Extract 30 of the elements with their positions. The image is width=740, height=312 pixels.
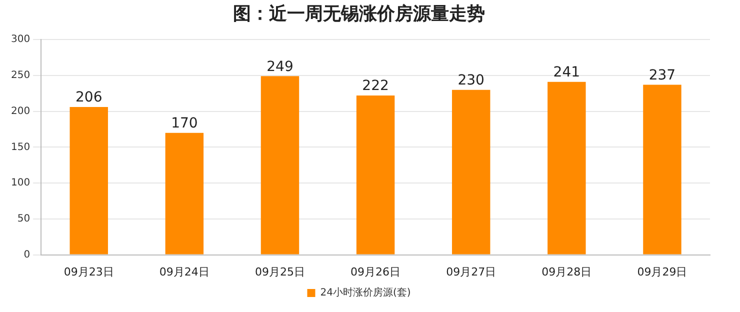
bar xyxy=(260,76,300,254)
x-tick-label: 09月29日 xyxy=(637,265,688,278)
y-tick-label: 250 xyxy=(10,70,30,82)
x-tick-label: 09月23日 xyxy=(64,265,114,278)
data-label: 237 xyxy=(648,67,676,84)
y-tick-label: 150 xyxy=(10,142,30,153)
data-label: 222 xyxy=(362,78,389,94)
y-tick-label: 200 xyxy=(10,106,30,117)
bar xyxy=(165,132,204,254)
legend-label: 24小时涨价房源(套) xyxy=(320,286,411,299)
data-label: 241 xyxy=(553,64,580,81)
data-label: 230 xyxy=(458,72,484,88)
chart-title: 图：近一周无锡涨价房源量走势 xyxy=(233,3,485,24)
data-label: 170 xyxy=(171,115,198,132)
x-tick-label: 09月24日 xyxy=(159,265,210,278)
bar xyxy=(452,90,490,254)
bar xyxy=(548,82,586,254)
x-tick-label: 09月27日 xyxy=(446,265,496,278)
x-tick-label: 09月28日 xyxy=(542,265,592,278)
bar xyxy=(356,96,395,254)
data-label: 249 xyxy=(266,58,294,75)
bar xyxy=(643,84,682,254)
y-tick-label: 50 xyxy=(17,214,30,225)
y-tick-label: 0 xyxy=(24,249,30,260)
y-tick-label: 300 xyxy=(10,34,30,46)
x-tick-label: 09月25日 xyxy=(254,265,305,278)
x-tick-label: 09月26日 xyxy=(350,265,401,278)
bar xyxy=(70,107,108,254)
y-tick-label: 100 xyxy=(10,178,30,189)
data-label: 206 xyxy=(76,90,102,106)
